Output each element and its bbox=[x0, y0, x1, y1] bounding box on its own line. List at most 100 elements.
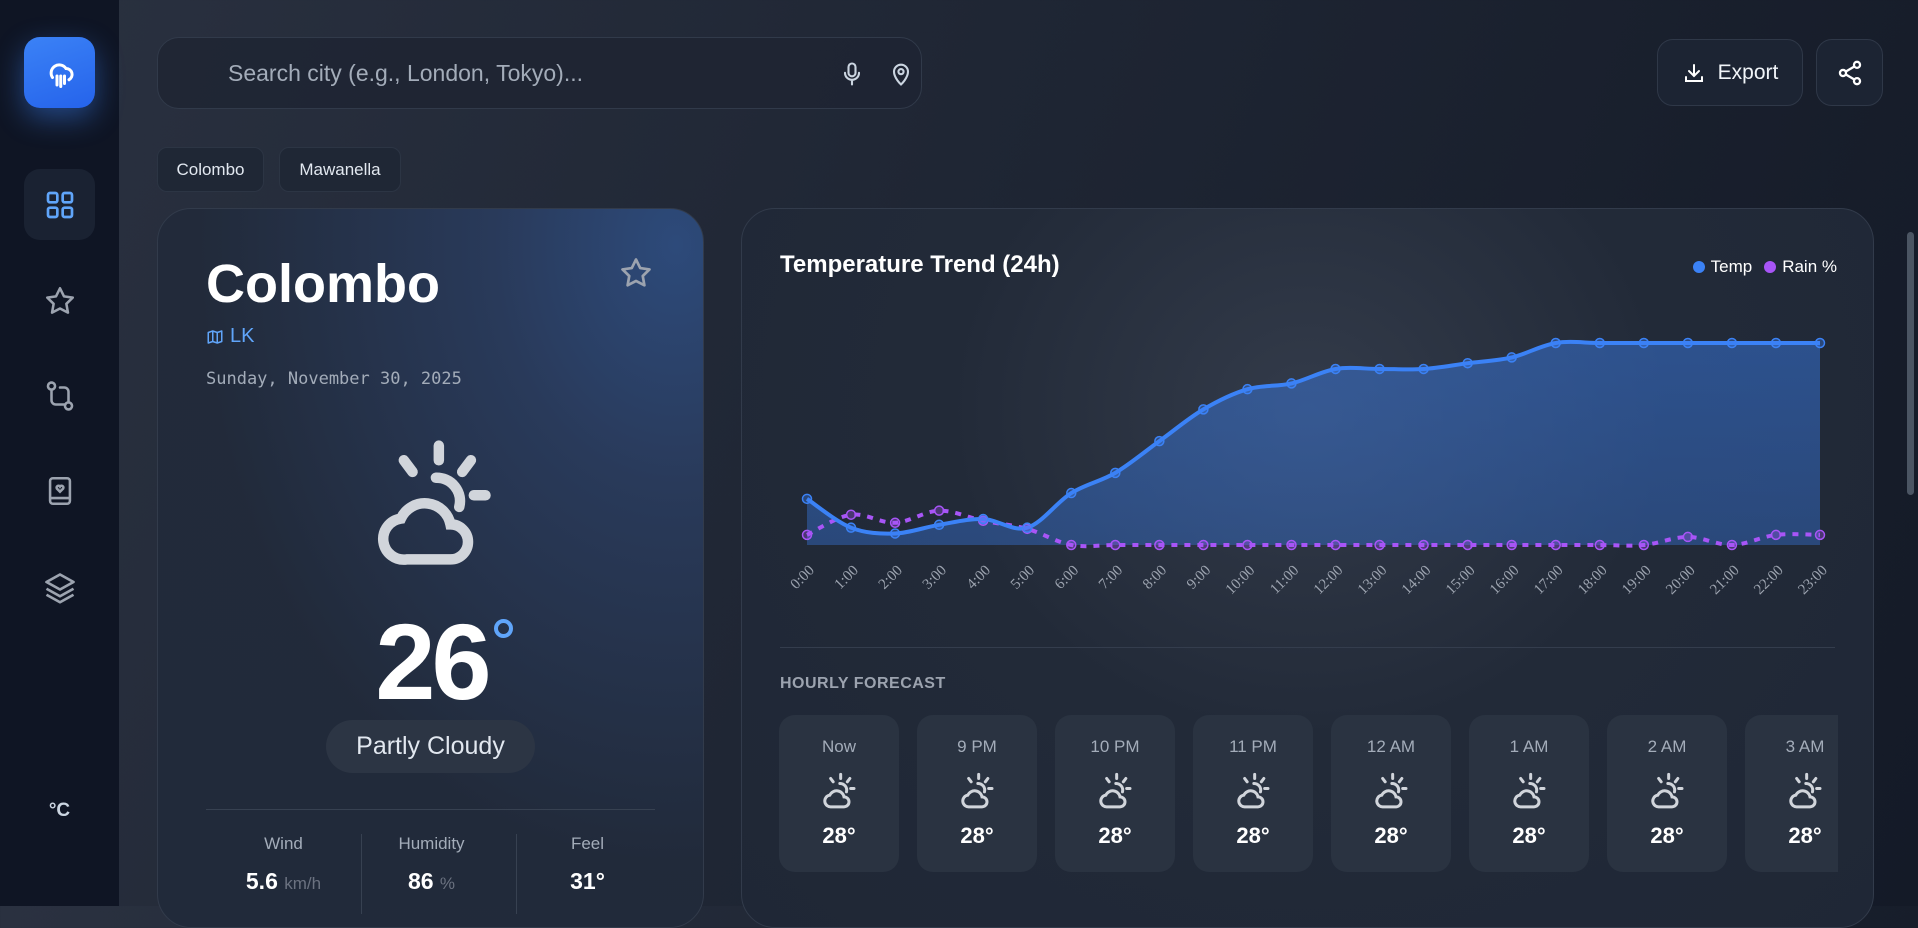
rain-point[interactable] bbox=[1066, 539, 1077, 551]
country-code: LK bbox=[230, 325, 255, 347]
rain-point[interactable] bbox=[933, 505, 945, 516]
map-icon bbox=[207, 329, 223, 344]
hourly-item[interactable]: 2 AM 28° bbox=[1607, 715, 1727, 872]
rain-point[interactable] bbox=[1550, 539, 1561, 551]
hourly-forecast-list[interactable]: Now 28° 9 PM 28° 10 PM 28° 11 PM 28° 12 AM 28° 1 A… bbox=[779, 715, 1838, 873]
rain-point[interactable] bbox=[1726, 539, 1738, 551]
divider bbox=[780, 647, 1835, 648]
temp-point[interactable] bbox=[1066, 487, 1077, 499]
partly-cloudy-icon bbox=[1193, 771, 1313, 811]
temp-point[interactable] bbox=[1638, 337, 1650, 349]
x-tick-label: 3:00 bbox=[920, 563, 950, 593]
search-input[interactable] bbox=[228, 38, 788, 108]
hourly-item[interactable]: 9 PM 28° bbox=[917, 715, 1037, 872]
temp-point[interactable] bbox=[801, 493, 813, 505]
temp-point[interactable] bbox=[889, 528, 901, 539]
current-temperature: 26 bbox=[375, 601, 491, 722]
hourly-item[interactable]: 1 AM 28° bbox=[1469, 715, 1589, 872]
temp-point[interactable] bbox=[1814, 337, 1826, 349]
rain-point[interactable] bbox=[1462, 539, 1473, 551]
microphone-icon[interactable] bbox=[838, 60, 866, 88]
location-pin-icon[interactable] bbox=[887, 60, 915, 88]
rain-point[interactable] bbox=[1330, 539, 1341, 551]
book-heart-icon bbox=[48, 476, 71, 505]
hourly-item[interactable]: Now 28° bbox=[779, 715, 899, 872]
rain-point[interactable] bbox=[1638, 539, 1650, 551]
recent-city-chip[interactable]: Mawanella bbox=[279, 147, 401, 192]
rain-point[interactable] bbox=[1594, 539, 1606, 551]
temp-point[interactable] bbox=[1550, 337, 1561, 349]
x-tick-label: 13:00 bbox=[1355, 563, 1390, 598]
sidebar: °C bbox=[0, 0, 119, 906]
x-tick-label: 11:00 bbox=[1267, 563, 1302, 598]
sidebar-item-dashboard[interactable] bbox=[24, 169, 95, 240]
rain-point[interactable] bbox=[801, 529, 813, 541]
temp-point[interactable] bbox=[1110, 467, 1121, 479]
export-button[interactable]: Export bbox=[1657, 39, 1803, 106]
sidebar-item-layers[interactable] bbox=[24, 552, 95, 623]
rain-point[interactable] bbox=[1506, 539, 1517, 551]
rain-point[interactable] bbox=[889, 517, 901, 529]
temp-point[interactable] bbox=[1154, 435, 1165, 447]
sidebar-item-saved[interactable] bbox=[24, 455, 95, 526]
sidebar-item-routes[interactable] bbox=[24, 360, 95, 431]
temp-point[interactable] bbox=[1506, 352, 1517, 363]
stat-label: Wind bbox=[264, 834, 303, 853]
hourly-item[interactable]: 11 PM 28° bbox=[1193, 715, 1313, 872]
hourly-temp: 28° bbox=[1374, 823, 1408, 848]
temp-point[interactable] bbox=[1374, 363, 1385, 375]
layers-icon bbox=[44, 572, 75, 604]
hourly-item[interactable]: 3 AM 28° bbox=[1745, 715, 1838, 872]
temp-point[interactable] bbox=[1330, 363, 1341, 375]
temp-point[interactable] bbox=[1418, 363, 1429, 375]
rain-point[interactable] bbox=[845, 509, 857, 520]
partly-cloudy-icon bbox=[1607, 771, 1727, 811]
x-tick-label: 9:00 bbox=[1184, 563, 1214, 593]
temp-point[interactable] bbox=[933, 519, 945, 531]
divider bbox=[206, 809, 655, 810]
app-logo[interactable] bbox=[24, 37, 95, 108]
temp-point[interactable] bbox=[1198, 404, 1209, 415]
divider bbox=[361, 834, 362, 914]
divider bbox=[516, 834, 517, 914]
temp-point[interactable] bbox=[1770, 337, 1782, 349]
temp-point[interactable] bbox=[1286, 378, 1297, 389]
sidebar-item-favorites[interactable] bbox=[24, 265, 95, 336]
legend-rain: Rain % bbox=[1764, 257, 1837, 277]
hourly-temp: 28° bbox=[1098, 823, 1132, 848]
rain-point[interactable] bbox=[1814, 529, 1826, 541]
favorite-star-icon[interactable] bbox=[618, 255, 654, 291]
temp-point[interactable] bbox=[1462, 357, 1473, 369]
rain-point[interactable] bbox=[1374, 539, 1385, 551]
share-button[interactable] bbox=[1816, 39, 1883, 106]
rain-point[interactable] bbox=[1286, 539, 1297, 551]
temp-point[interactable] bbox=[1594, 337, 1606, 349]
x-tick-label: 15:00 bbox=[1443, 563, 1478, 598]
rain-point[interactable] bbox=[1154, 539, 1165, 551]
temp-point[interactable] bbox=[1242, 383, 1253, 395]
unit-toggle[interactable]: °C bbox=[48, 800, 71, 821]
temp-point[interactable] bbox=[845, 522, 857, 533]
legend-temp: Temp bbox=[1692, 257, 1752, 277]
rain-point[interactable] bbox=[1682, 531, 1694, 543]
hourly-temp: 28° bbox=[1236, 823, 1270, 848]
temp-point[interactable] bbox=[1021, 522, 1033, 533]
download-icon bbox=[1684, 63, 1703, 82]
rain-point[interactable] bbox=[1418, 539, 1429, 551]
recent-city-chip[interactable]: Colombo bbox=[157, 147, 264, 192]
temp-point[interactable] bbox=[1726, 337, 1738, 349]
hourly-item[interactable]: 12 AM 28° bbox=[1331, 715, 1451, 872]
partly-cloudy-icon bbox=[1055, 771, 1175, 811]
temp-point[interactable] bbox=[1682, 337, 1694, 349]
scrollbar[interactable] bbox=[1907, 232, 1914, 495]
rain-point[interactable] bbox=[1110, 539, 1121, 551]
rain-point[interactable] bbox=[1242, 539, 1253, 551]
temp-point[interactable] bbox=[977, 513, 989, 525]
partly-cloudy-icon bbox=[779, 771, 899, 811]
stat-label: Humidity bbox=[398, 834, 465, 853]
hourly-item[interactable]: 10 PM 28° bbox=[1055, 715, 1175, 872]
cloud-rain-icon bbox=[49, 62, 74, 88]
partly-cloudy-icon bbox=[917, 771, 1037, 811]
rain-point[interactable] bbox=[1770, 529, 1782, 541]
rain-point[interactable] bbox=[1198, 539, 1209, 551]
